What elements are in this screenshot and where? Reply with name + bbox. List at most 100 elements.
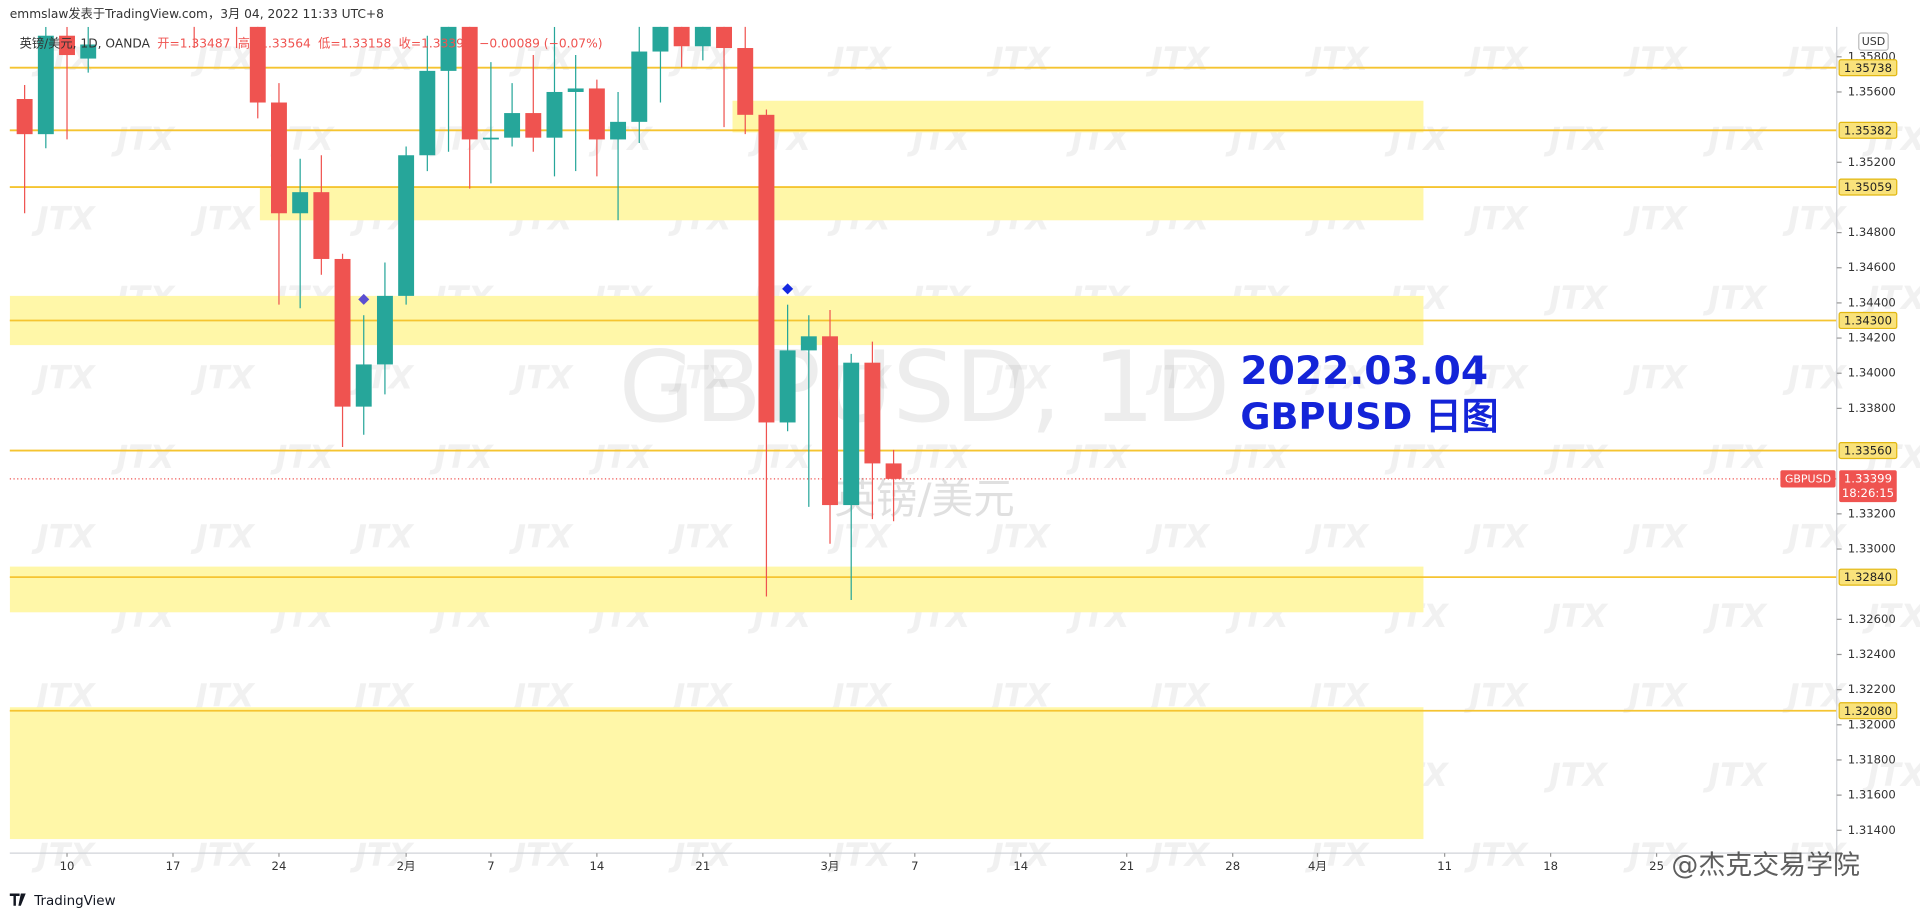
- level-label: 1.35382: [1844, 123, 1892, 137]
- x-tick-label: 21: [1119, 859, 1134, 873]
- zone: [732, 100, 1424, 133]
- candle-body: [864, 362, 881, 464]
- jtx-watermark: JTX: [270, 438, 336, 476]
- level-label-box: [1838, 178, 1898, 196]
- name-watermark: 英镑/美元: [834, 474, 1015, 523]
- x-tick-label: 7: [487, 859, 494, 873]
- jtx-watermark: JTX: [827, 40, 893, 78]
- candle-body: [631, 51, 648, 122]
- x-tick-label: 17: [166, 859, 181, 873]
- y-tick-label: 1.33800: [1848, 401, 1896, 415]
- jtx-watermark: JTX: [1463, 677, 1529, 715]
- logo-icon: [9, 893, 26, 906]
- candle-body: [716, 26, 732, 49]
- zone: [9, 566, 1424, 613]
- jtx-watermark: JTX: [986, 518, 1052, 556]
- jtx-watermark: JTX: [1702, 120, 1768, 158]
- marker: [358, 293, 370, 305]
- axes: 1.358001.356001.352001.348001.346001.344…: [9, 26, 1898, 873]
- jtx-watermark: JTX: [1145, 358, 1211, 396]
- candle-body: [737, 48, 754, 115]
- jtx-watermark: JTX: [986, 836, 1052, 874]
- author-line: emmslaw发表于TradingView.com，3月 04, 2022 11…: [10, 6, 384, 21]
- candle-body: [37, 35, 54, 135]
- x-tick-label: 7: [911, 859, 918, 873]
- candle-body: [482, 137, 499, 140]
- jtx-watermark: JTX: [1782, 199, 1848, 237]
- symbol-watermark: GBPUSD, 1D: [619, 331, 1230, 445]
- jtx-watermark: JTX: [349, 836, 415, 874]
- ohlc-value: 低=1.33158: [318, 37, 391, 51]
- level-label-box: [1838, 442, 1898, 460]
- jtx-watermark: JTX: [747, 438, 813, 476]
- candle-body: [652, 26, 669, 52]
- x-tick-label: 11: [1437, 859, 1452, 873]
- jtx-watermark: JTX: [1463, 358, 1529, 396]
- jtx-watermark: JTX: [1145, 40, 1211, 78]
- jtx-watermark: JTX: [1623, 677, 1689, 715]
- jtx-watermark: JTX: [1702, 597, 1768, 635]
- candle-body: [800, 336, 817, 351]
- candle-body: [271, 102, 287, 214]
- jtx-watermark: JTX: [1623, 518, 1689, 556]
- jtx-watermark: JTX: [349, 518, 415, 556]
- y-tick-label: 1.31800: [1848, 752, 1896, 766]
- candle-body: [313, 192, 330, 259]
- candle-body: [822, 336, 838, 506]
- symbol-line: 英镑/美元, 1D, OANDA 开=1.33487 高=1.33564 低=1.33…: [20, 36, 603, 51]
- jtx-watermark: JTX: [190, 518, 256, 556]
- credit: @杰克交易学院: [1671, 850, 1860, 881]
- jtx-watermark: JTX: [1384, 438, 1450, 476]
- jtx-watermark: JTX: [1145, 518, 1211, 556]
- symbol-label-box: [1780, 470, 1836, 488]
- zone: [9, 707, 1424, 840]
- y-tick-label: 1.32200: [1848, 682, 1896, 696]
- x-tick-label: 2月: [397, 859, 416, 873]
- currency-box: [1858, 32, 1889, 51]
- countdown: 18:26:15: [1842, 486, 1894, 500]
- y-tick-label: 1.34000: [1848, 366, 1896, 380]
- level-label-box: [1838, 311, 1898, 330]
- zones: [9, 100, 1424, 840]
- watermarks: JTX JTX JTX JTX JTX JTX JTX JTX JTX JTX JTX JTX JTX J…: [31, 40, 1920, 874]
- candle-body: [440, 26, 457, 71]
- levels: [9, 66, 1837, 712]
- x-tick-label: 28: [1225, 859, 1240, 873]
- y-tick-label: 1.32400: [1848, 647, 1896, 661]
- candle-body: [292, 192, 309, 214]
- jtx-watermark: JTX: [1782, 518, 1848, 556]
- jtx-watermark: JTX: [1543, 120, 1609, 158]
- y-tick-label: 1.31600: [1848, 788, 1896, 802]
- jtx-watermark: JTX: [1463, 518, 1529, 556]
- jtx-watermark: JTX: [1623, 199, 1689, 237]
- candle-body: [376, 295, 393, 365]
- jtx-watermark: JTX: [1543, 438, 1609, 476]
- candle-body: [504, 113, 521, 138]
- y-tick-label: 1.34600: [1848, 260, 1896, 274]
- candle-body: [843, 362, 860, 506]
- x-tick-label: 4月: [1308, 859, 1327, 873]
- candle-body: [673, 26, 690, 47]
- jtx-watermark: JTX: [31, 199, 97, 237]
- jtx-watermark: JTX: [31, 836, 97, 874]
- candle-body: [398, 155, 415, 296]
- jtx-watermark: JTX: [1623, 40, 1689, 78]
- jtx-watermark: JTX: [906, 438, 972, 476]
- ohlc-value: 高=1.33564: [238, 36, 311, 51]
- jtx-watermark: JTX: [1861, 597, 1920, 635]
- candle-body: [610, 121, 627, 140]
- candle-body: [80, 44, 97, 59]
- candle-body: [567, 88, 584, 92]
- annotation-title: GBPUSD 日图: [1240, 395, 1498, 438]
- jtx-watermark: JTX: [190, 40, 256, 78]
- marker: [782, 283, 794, 295]
- jtx-watermark: JTX: [190, 199, 256, 237]
- candle-body: [249, 26, 266, 103]
- jtx-watermark: JTX: [190, 358, 256, 396]
- jtx-watermark: JTX: [1225, 438, 1291, 476]
- y-tick-label: 1.34800: [1848, 225, 1896, 239]
- currency: USD: [1862, 35, 1886, 48]
- candle-body: [461, 26, 478, 140]
- brand: TradingView: [33, 894, 115, 909]
